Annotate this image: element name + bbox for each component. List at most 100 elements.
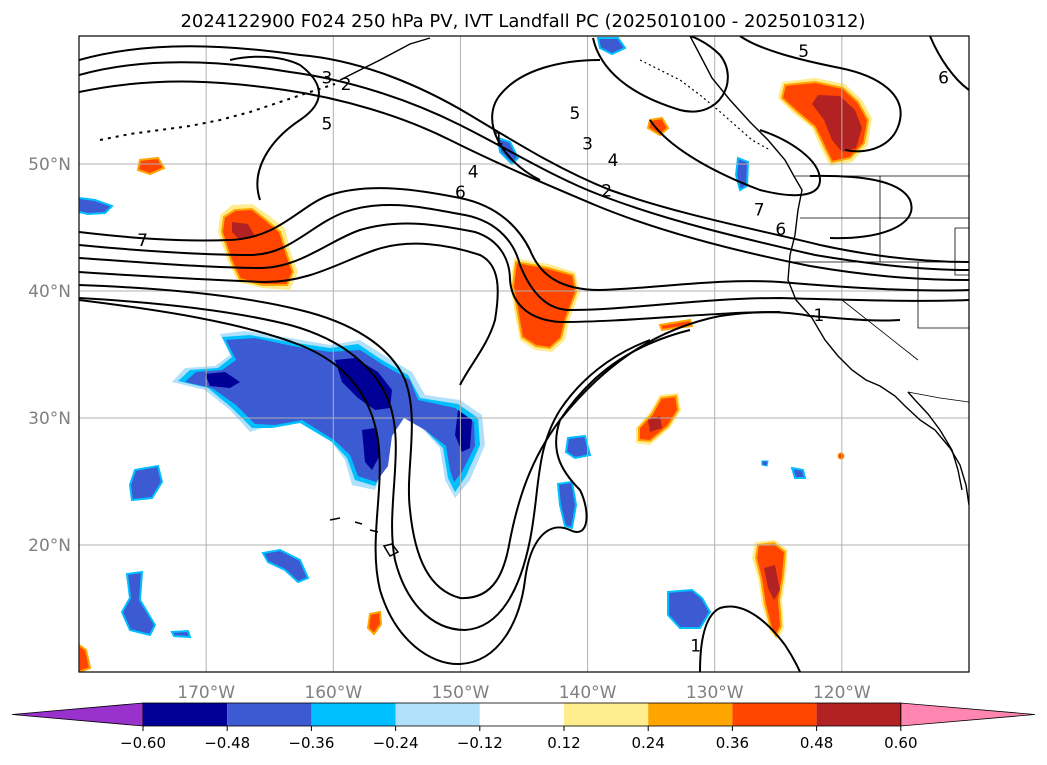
- contour-label: 6: [455, 183, 466, 203]
- contour-label: 2: [601, 182, 612, 202]
- contour-label: 1: [690, 636, 701, 656]
- pv-contour: [739, 36, 902, 153]
- pv-contour: [79, 80, 969, 281]
- pv-contours: [79, 36, 969, 672]
- contour-label: 5: [569, 104, 580, 124]
- colorbar-tick-label: −0.36: [288, 734, 334, 752]
- positive-pc-region: [366, 610, 383, 636]
- colorbar-bin: [648, 703, 733, 726]
- colorbar-tick-label: 0.36: [716, 734, 749, 752]
- negative-pc-region: [261, 548, 310, 584]
- pv-shading: [79, 37, 872, 672]
- pv-contour: [79, 45, 969, 263]
- positive-pc-region: [658, 318, 694, 332]
- colorbar-tick-label: −0.24: [373, 734, 419, 752]
- pv-contour: [809, 174, 913, 240]
- pv-contour: [79, 297, 651, 632]
- colorbar-tick-label: 0.24: [631, 734, 664, 752]
- colorbar-bin: [816, 703, 901, 726]
- colorbar-extend-low: [11, 702, 144, 727]
- hawaii-islands: [329, 517, 400, 557]
- pv-contour: [592, 36, 729, 113]
- colorbar: −0.60 −0.48 −0.36 −0.24 −0.12 0.12 0.24 0.36 0.4…: [11, 702, 1036, 752]
- colorbar-tick-label: −0.12: [457, 734, 503, 752]
- lat-tick-label: 40°N: [28, 282, 71, 302]
- negative-pc-region: [205, 372, 240, 388]
- colorbar-tick-label: −0.48: [204, 734, 250, 752]
- lat-tick-label: 50°N: [28, 155, 71, 175]
- pv-contour: [929, 36, 969, 91]
- baja-california-coastline: [907, 391, 963, 491]
- colorbar-bin: [227, 703, 312, 726]
- positive-pc-region: [136, 156, 166, 176]
- mexico-border: [907, 391, 969, 403]
- contour-label: 4: [468, 163, 479, 183]
- contour-label: 6: [938, 69, 949, 89]
- lat-tick-label: 20°N: [28, 536, 71, 556]
- contour-label: 3: [322, 69, 333, 89]
- negative-pc-region: [128, 464, 164, 502]
- alaska-coastline: [339, 37, 431, 81]
- aleutian-islands: [99, 83, 336, 141]
- pv-contour: [79, 242, 499, 386]
- contour-label: 2: [341, 75, 352, 95]
- latitude-tick-labels: 20°N 30°N 40°N 50°N: [28, 155, 71, 556]
- positive-pc-region: [646, 116, 670, 137]
- positive-pc-region: [778, 78, 872, 166]
- colorbar-tick-label: 0.48: [800, 734, 833, 752]
- contour-label: 4: [608, 151, 619, 171]
- negative-pc-region: [335, 358, 392, 410]
- colorbar-bin: [143, 703, 228, 726]
- positive-pc-region: [752, 540, 788, 640]
- negative-pc-region: [667, 588, 712, 629]
- alaska-panhandle-islands: [639, 59, 771, 151]
- longitude-tick-labels: 170°W 160°W 150°W 140°W 130°W 120°W: [177, 683, 871, 703]
- lon-tick-label: 140°W: [559, 683, 617, 703]
- colorbar-tick-label: 0.12: [547, 734, 580, 752]
- negative-pc-region: [120, 570, 157, 637]
- coastline: [99, 36, 969, 557]
- negative-pc-region: [596, 37, 627, 56]
- positive-pc-region: [837, 452, 845, 460]
- colorbar-outline: [142, 702, 902, 727]
- pv-contour: [79, 284, 901, 600]
- negative-pc-region: [455, 410, 472, 452]
- pv-contour: [79, 204, 969, 312]
- positive-pc-region: [79, 643, 92, 672]
- contour-label: 7: [137, 231, 148, 251]
- north-america-coastline: [689, 36, 969, 506]
- lon-tick-label: 120°W: [813, 683, 871, 703]
- gridlines: [79, 36, 969, 672]
- pv-contour: [79, 222, 781, 324]
- colorbar-bin: [311, 703, 396, 726]
- contour-label: 1: [493, 130, 504, 150]
- colorbar-tick-label: 0.60: [884, 734, 917, 752]
- contour-label: 1: [814, 306, 825, 326]
- contour-label: 6: [775, 220, 786, 240]
- colorbar-bin: [732, 703, 817, 726]
- contour-label: 7: [754, 201, 765, 221]
- negative-pc-region: [362, 428, 380, 470]
- negative-pc-region: [790, 466, 807, 479]
- negative-pc-region: [564, 434, 592, 460]
- pv-contour: [229, 55, 320, 201]
- pv-contour: [79, 299, 691, 666]
- pv-contour: [491, 59, 601, 181]
- colorbar-extend-high: [900, 702, 1036, 727]
- pv-contour: [699, 605, 801, 672]
- colorbar-tick-label: −0.60: [120, 734, 166, 752]
- map-title: 2024122900 F024 250 hPa PV, IVT Landfall…: [180, 11, 865, 32]
- pv-contour: [79, 187, 969, 292]
- us-state-borders: [790, 176, 969, 361]
- lon-tick-label: 130°W: [686, 683, 744, 703]
- lon-tick-label: 170°W: [177, 683, 235, 703]
- negative-pc-region: [185, 338, 475, 482]
- negative-pc-region: [761, 460, 769, 467]
- contour-label: 3: [582, 135, 593, 155]
- negative-pc-region: [79, 196, 114, 216]
- pv-contour: [649, 119, 822, 197]
- negative-pc-region: [170, 629, 192, 639]
